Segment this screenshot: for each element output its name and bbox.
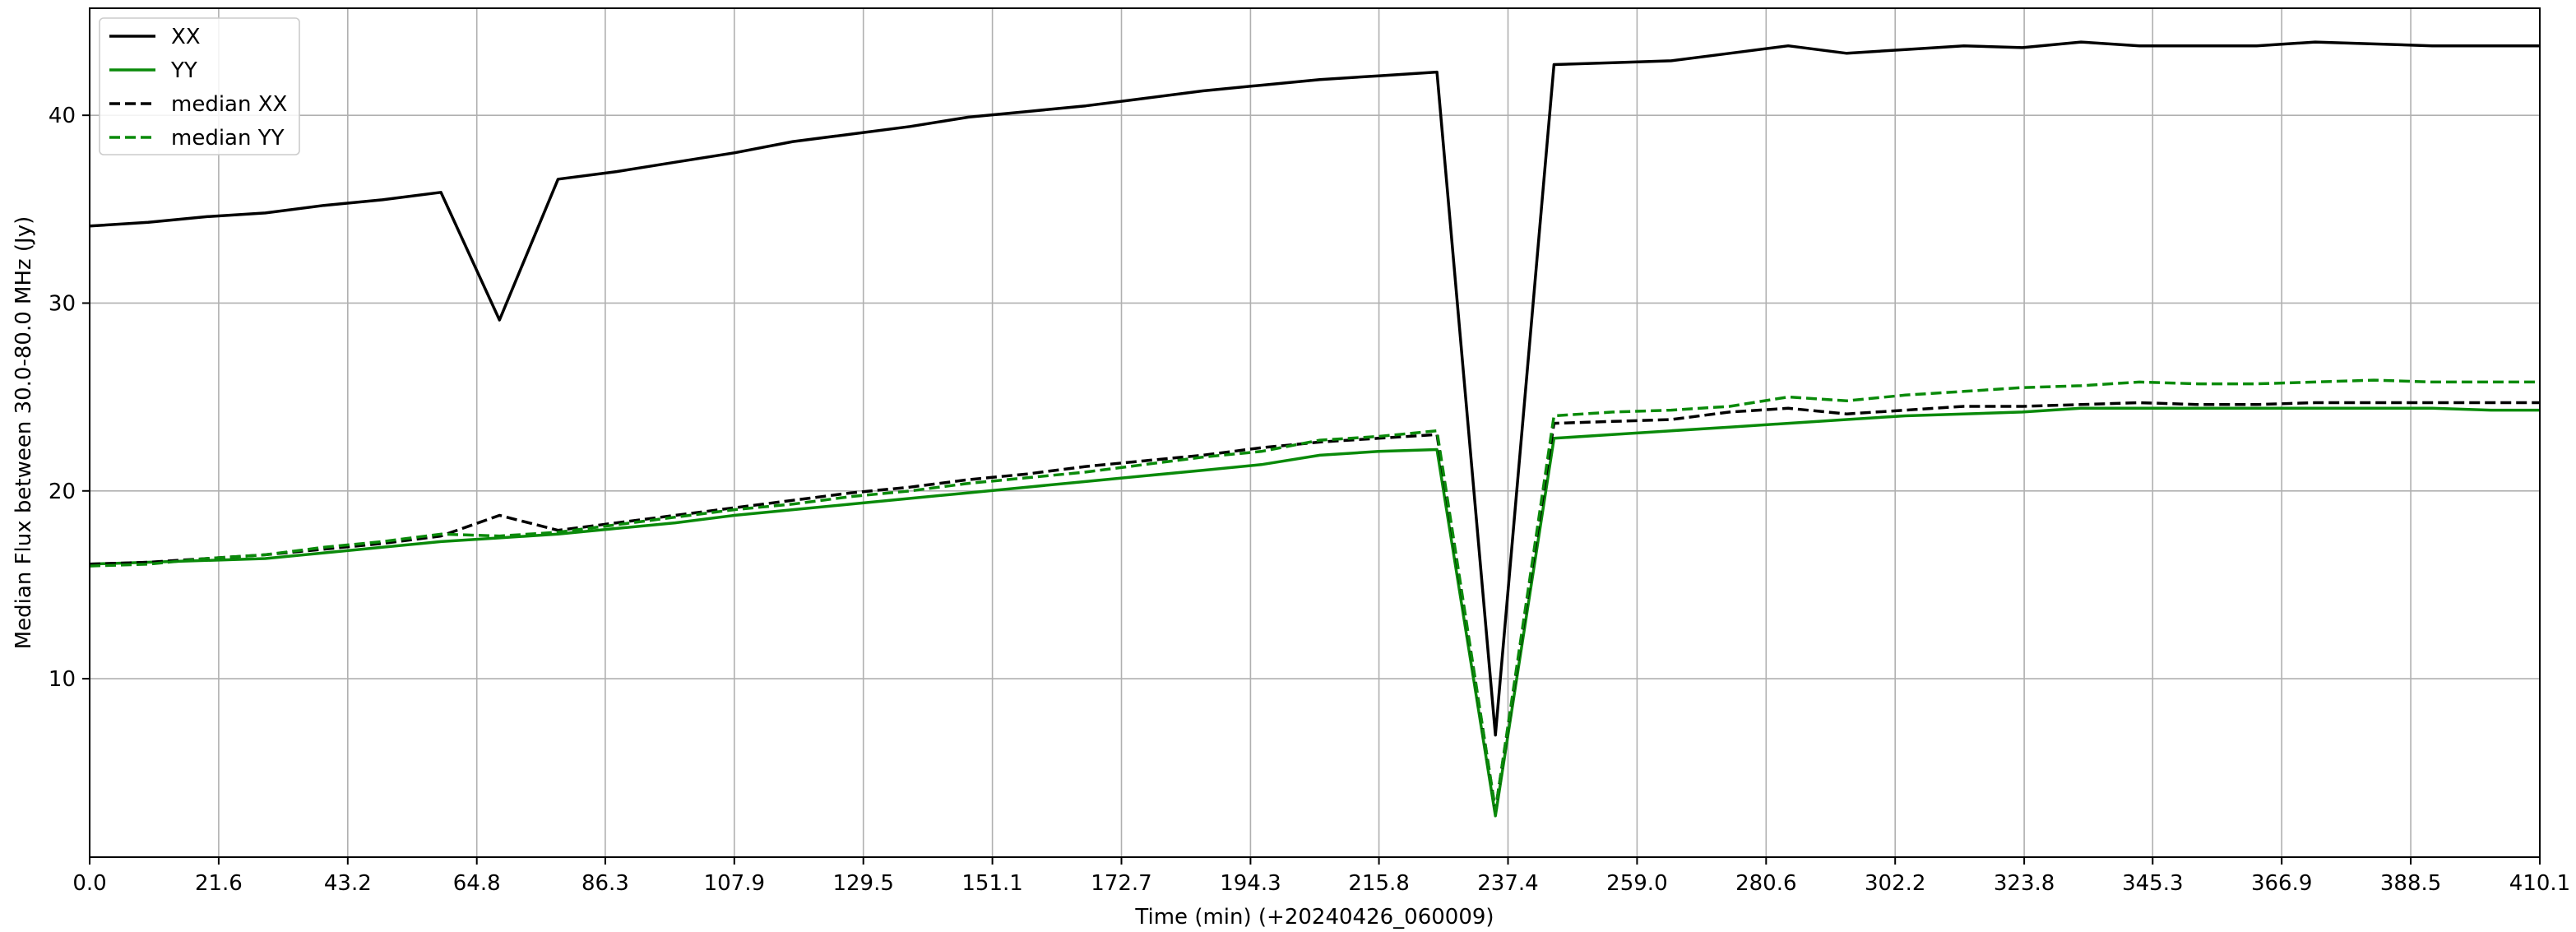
x-tick-label: 107.9: [704, 871, 765, 896]
x-tick-label: 302.2: [1865, 871, 1925, 896]
x-tick-label: 0.0: [72, 871, 106, 896]
x-tick-label: 237.4: [1477, 871, 1538, 896]
x-tick-label: 366.9: [2251, 871, 2312, 896]
x-tick-label: 86.3: [581, 871, 629, 896]
y-axis-label: Median Flux between 30.0-80.0 MHz (Jy): [12, 216, 36, 650]
x-tick-label: 194.3: [1220, 871, 1281, 896]
x-tick-label: 172.7: [1091, 871, 1151, 896]
y-tick-label: 40: [49, 104, 76, 128]
y-tick-label: 10: [49, 667, 76, 692]
y-tick-label: 30: [49, 291, 76, 316]
x-tick-label: 259.0: [1606, 871, 1667, 896]
x-tick-label: 21.6: [195, 871, 243, 896]
x-tick-label: 323.8: [1994, 871, 2055, 896]
x-tick-label: 280.6: [1735, 871, 1796, 896]
x-tick-label: 410.1: [2509, 871, 2570, 896]
legend-label: YY: [170, 58, 197, 83]
x-tick-label: 345.3: [2122, 871, 2183, 896]
x-tick-label: 388.5: [2380, 871, 2441, 896]
legend: XX YY median XX median YY: [100, 18, 299, 155]
x-tick-label: 129.5: [832, 871, 893, 896]
legend-label: XX: [171, 25, 201, 49]
legend-label: median YY: [171, 126, 285, 151]
x-tick-label: 43.2: [324, 871, 372, 896]
x-tick-label: 64.8: [453, 871, 501, 896]
x-tick-label: 151.1: [961, 871, 1022, 896]
x-tick-label: 215.8: [1348, 871, 1409, 896]
x-axis-label: Time (min) (+20240426_060009): [1134, 905, 1494, 930]
y-tick-label: 20: [49, 480, 76, 504]
legend-label: median XX: [171, 92, 287, 117]
